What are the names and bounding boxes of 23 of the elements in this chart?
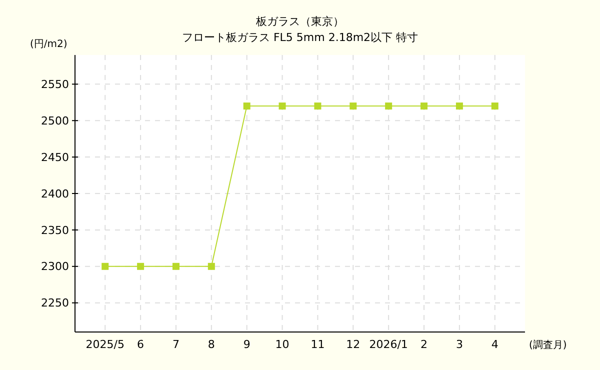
- y-tick-label: 2500: [41, 114, 69, 128]
- x-tick-label: 6: [137, 338, 144, 351]
- x-tick-label: 10: [275, 338, 290, 351]
- x-tick-label: 4: [491, 338, 498, 351]
- y-axis-title: (円/m2): [30, 39, 68, 50]
- chart-title: 板ガラス（東京）: [255, 15, 344, 28]
- y-tick-label: 2400: [41, 187, 69, 200]
- y-tick-label: 2350: [41, 224, 69, 237]
- x-tick-label: 3: [456, 338, 463, 351]
- x-tick-label: 2: [420, 338, 428, 351]
- y-tick-label: 2300: [41, 260, 69, 274]
- x-axis-title: (調査月): [529, 339, 567, 351]
- x-tick-label: 8: [208, 338, 215, 351]
- x-tick-label: 11: [310, 338, 325, 351]
- x-tick-label: 9: [243, 338, 250, 351]
- x-tick-label: 7: [172, 338, 180, 351]
- x-tick-label: 12: [346, 338, 360, 351]
- x-tick-label: 2025/5: [86, 338, 124, 351]
- y-tick-label: 2550: [41, 78, 69, 92]
- y-tick-label: 2250: [41, 296, 69, 310]
- y-tick-label: 2450: [41, 150, 69, 164]
- chart-subtitle: フロート板ガラス FL5 5mm 2.18m2以下 特寸: [182, 31, 418, 44]
- x-tick-label: 2026/1: [369, 338, 408, 351]
